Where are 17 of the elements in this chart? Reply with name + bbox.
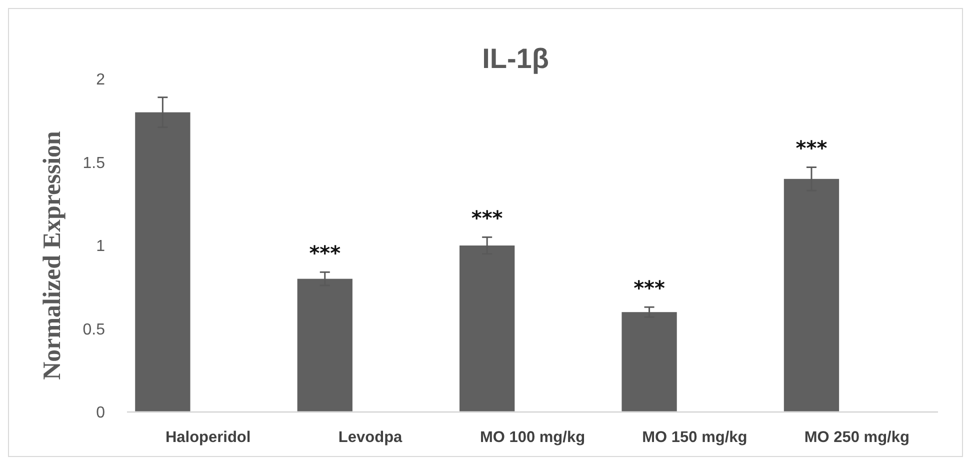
x-tick-label: Levodpa bbox=[338, 429, 403, 446]
y-tick-label: 1 bbox=[96, 238, 106, 256]
x-tick-label: MO 150 mg/kg bbox=[642, 429, 748, 446]
x-tick-label: MO 100 mg/kg bbox=[480, 429, 586, 446]
x-tick-label: MO 250 mg/kg bbox=[804, 429, 910, 446]
chart-title: IL-1β bbox=[482, 43, 549, 74]
y-tick-label: 0.5 bbox=[82, 321, 106, 338]
y-tick-label: 0 bbox=[96, 404, 106, 422]
y-tick-label: 2 bbox=[96, 72, 106, 89]
x-tick-label: Haloperidol bbox=[165, 429, 251, 446]
annotation: *** bbox=[471, 206, 504, 230]
annotation: *** bbox=[796, 136, 828, 160]
annotation: *** bbox=[309, 241, 342, 266]
annotation: *** bbox=[634, 276, 666, 300]
y-tick-label: 1.5 bbox=[82, 154, 106, 172]
bar bbox=[622, 312, 677, 412]
y-axis-title: Normalized Expression bbox=[39, 130, 66, 380]
